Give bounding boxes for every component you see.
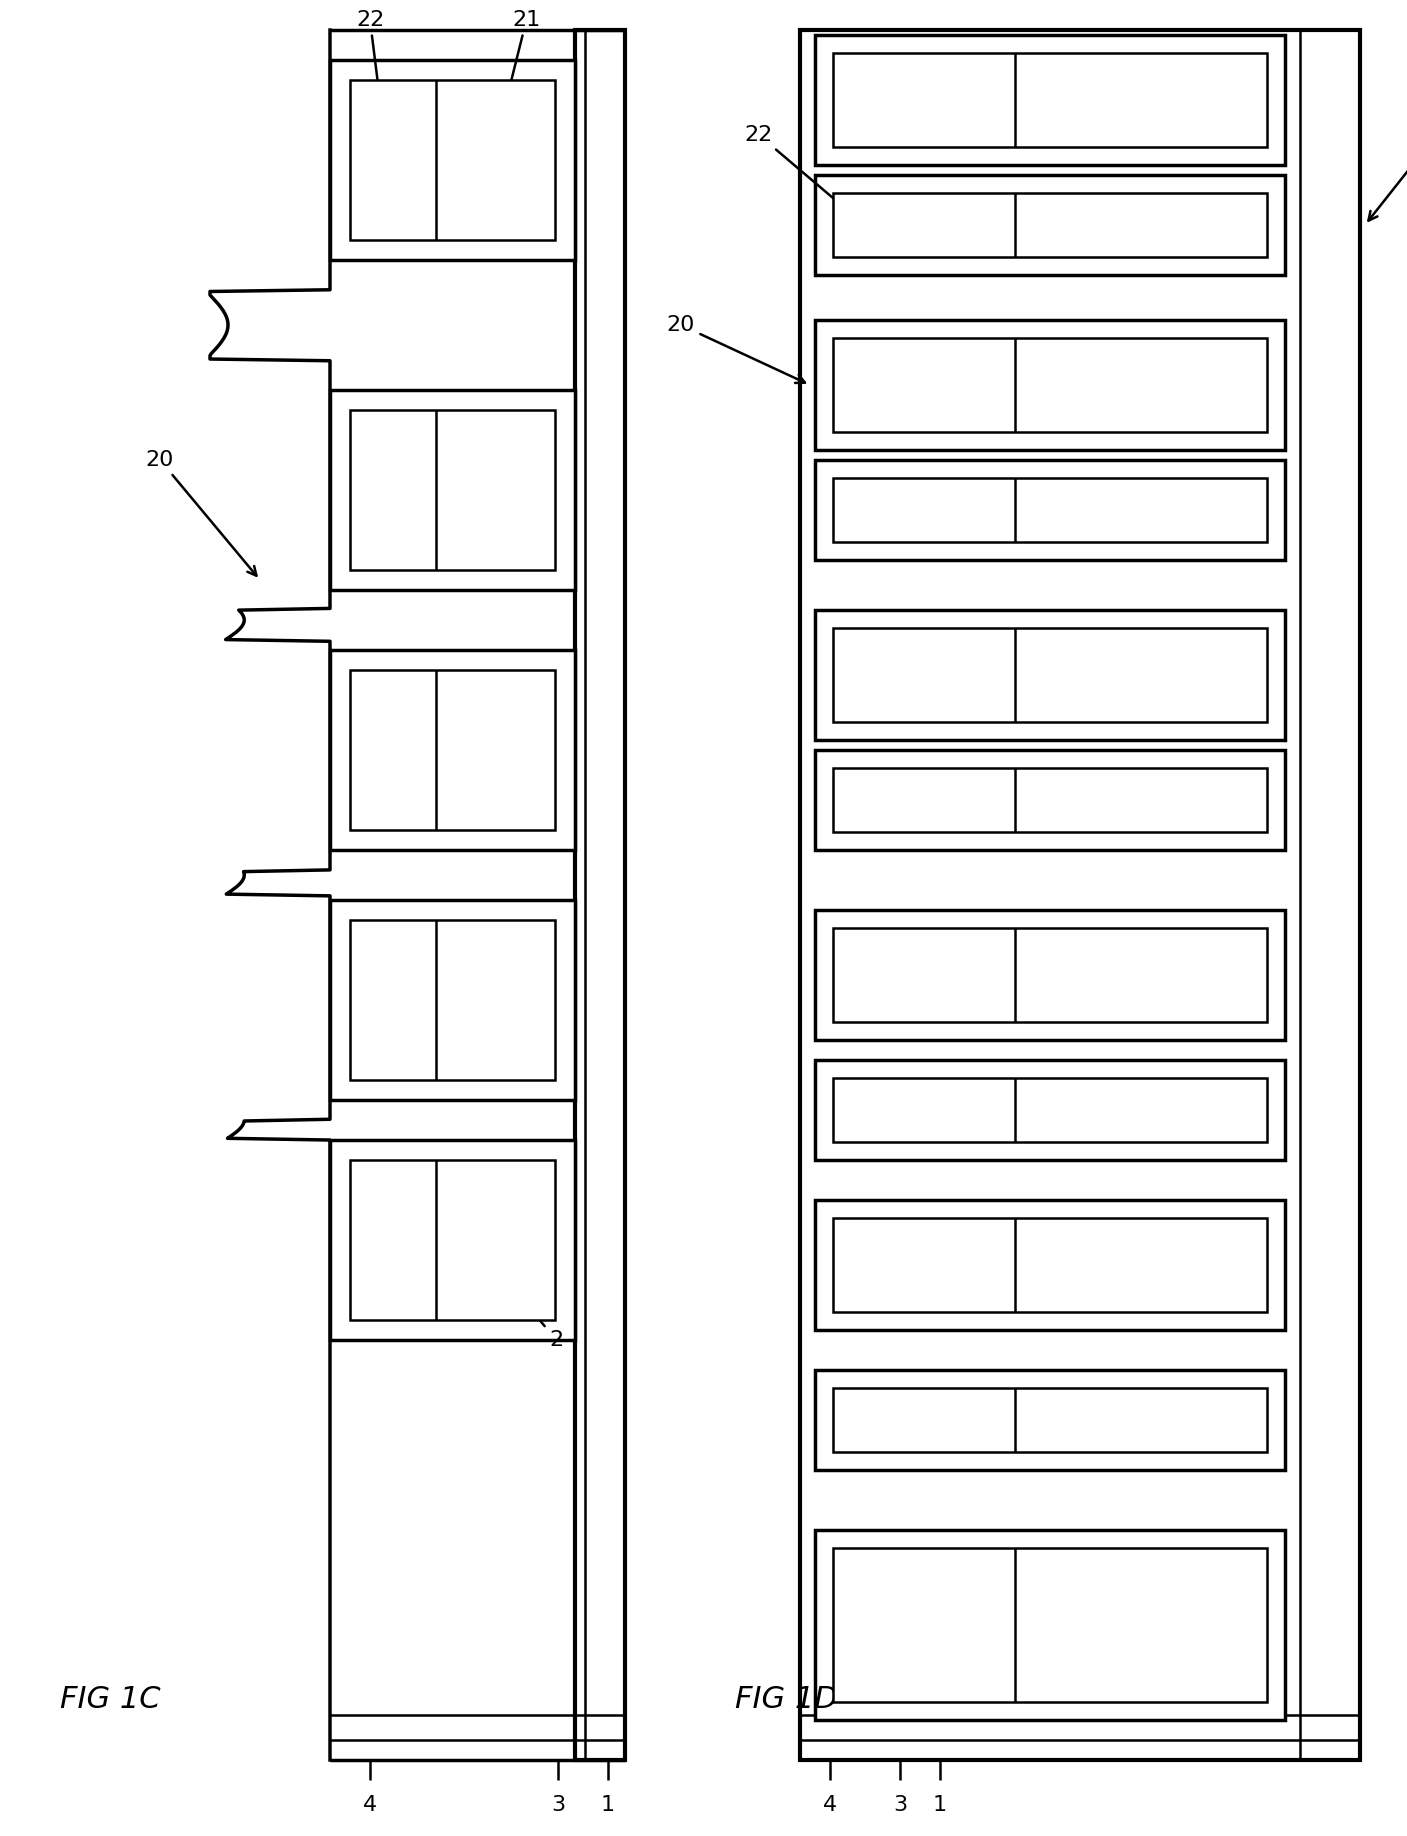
Bar — [815, 1370, 1285, 1471]
Bar — [331, 61, 575, 261]
Bar — [815, 35, 1285, 165]
Text: 3: 3 — [552, 1796, 566, 1816]
Text: 3: 3 — [893, 1796, 908, 1816]
Bar — [331, 900, 575, 1100]
Bar — [833, 1217, 1266, 1313]
Text: FIG 1C: FIG 1C — [61, 1685, 160, 1715]
Bar — [833, 193, 1266, 257]
Bar — [350, 81, 554, 241]
Text: 4: 4 — [363, 1796, 377, 1816]
Text: 20: 20 — [667, 316, 805, 384]
Text: FIG 1D: FIG 1D — [734, 1685, 837, 1715]
Text: 21: 21 — [505, 9, 540, 95]
Bar — [331, 389, 575, 589]
Text: 1: 1 — [933, 1796, 947, 1816]
Text: 1: 1 — [601, 1796, 615, 1816]
Text: 4: 4 — [823, 1796, 837, 1816]
Bar — [331, 1140, 575, 1340]
Bar — [350, 920, 554, 1080]
Text: 22: 22 — [744, 125, 848, 211]
Bar — [815, 1201, 1285, 1329]
Bar — [815, 1059, 1285, 1160]
Text: 2: 2 — [1126, 1629, 1204, 1685]
Bar — [350, 409, 554, 569]
Bar — [815, 461, 1285, 560]
Bar — [350, 670, 554, 830]
Bar — [815, 911, 1285, 1039]
Bar — [833, 767, 1266, 832]
Bar — [833, 1548, 1266, 1702]
Bar — [833, 477, 1266, 542]
Bar — [801, 29, 1361, 1761]
Bar — [833, 338, 1266, 431]
Bar — [833, 1388, 1266, 1452]
Bar — [815, 610, 1285, 740]
Bar — [815, 1529, 1285, 1720]
Bar — [350, 1160, 554, 1320]
Bar — [833, 1078, 1266, 1142]
Bar — [833, 927, 1266, 1023]
Bar — [833, 53, 1266, 147]
Text: 21: 21 — [1369, 116, 1407, 220]
Bar — [575, 29, 625, 1761]
Text: 2: 2 — [492, 1265, 563, 1349]
Bar — [815, 319, 1285, 450]
Bar — [815, 174, 1285, 275]
Text: 22: 22 — [356, 9, 384, 94]
Bar — [833, 628, 1266, 722]
Text: 20: 20 — [146, 450, 256, 577]
Bar — [331, 650, 575, 850]
Bar — [815, 749, 1285, 850]
